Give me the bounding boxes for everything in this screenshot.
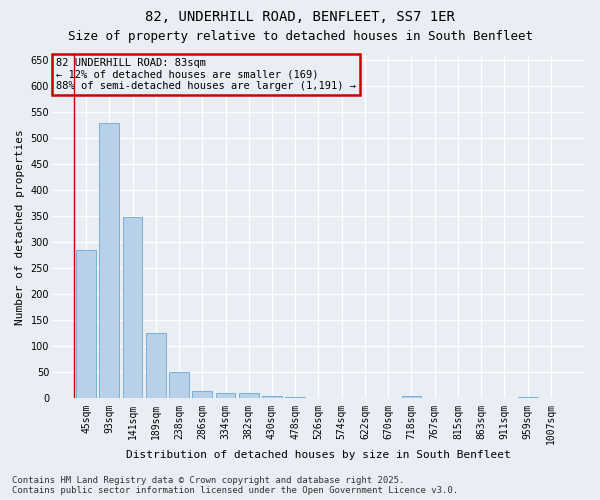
Bar (262, 396, 282, 398)
Bar (169, 372, 189, 398)
Text: 82, UNDERHILL ROAD, BENFLEET, SS7 1ER: 82, UNDERHILL ROAD, BENFLEET, SS7 1ER (145, 10, 455, 24)
Bar (146, 334, 166, 398)
Bar (518, 397, 538, 398)
Bar (193, 390, 212, 398)
Y-axis label: Number of detached properties: Number of detached properties (15, 129, 25, 324)
Bar (215, 394, 235, 398)
Text: 82 UNDERHILL ROAD: 83sqm
← 12% of detached houses are smaller (169)
88% of semi-: 82 UNDERHILL ROAD: 83sqm ← 12% of detach… (56, 58, 356, 91)
Bar (76, 250, 96, 398)
Bar (122, 218, 142, 398)
Text: Contains HM Land Registry data © Crown copyright and database right 2025.
Contai: Contains HM Land Registry data © Crown c… (12, 476, 458, 495)
Bar (100, 122, 119, 398)
Bar (239, 394, 259, 398)
Text: Size of property relative to detached houses in South Benfleet: Size of property relative to detached ho… (67, 30, 533, 43)
Bar (286, 397, 305, 398)
Bar (401, 396, 421, 398)
X-axis label: Distribution of detached houses by size in South Benfleet: Distribution of detached houses by size … (126, 450, 511, 460)
